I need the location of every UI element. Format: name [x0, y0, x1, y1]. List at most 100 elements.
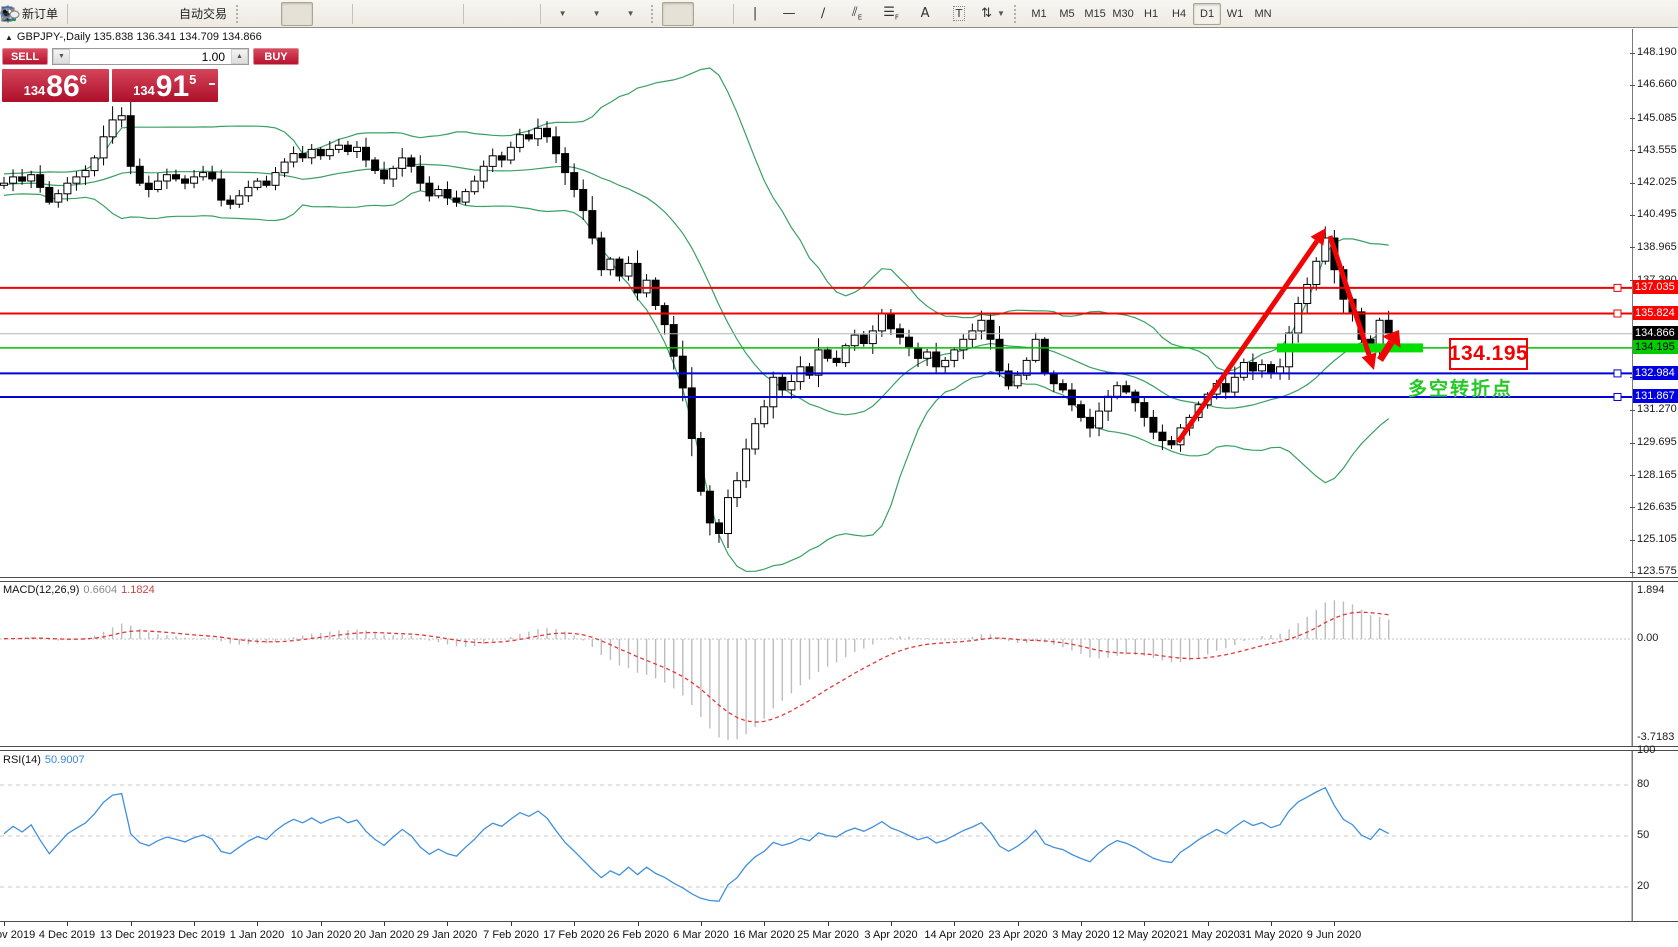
timeframe-button-m30[interactable]: M30: [1112, 7, 1134, 20]
toolbar-grip[interactable]: [651, 4, 657, 23]
text-icon: A: [920, 6, 930, 21]
price-tick-mark: [1630, 247, 1635, 248]
timeframe-button-h1[interactable]: H1: [1144, 7, 1159, 20]
toolbar-grip[interactable]: [236, 4, 242, 23]
zoom-out-button[interactable]: [1, 2, 424, 26]
sell-price-display[interactable]: 134 86 6: [2, 69, 109, 102]
line-handle[interactable]: [1613, 369, 1622, 378]
arrows-icon: ⇅: [981, 6, 993, 21]
time-tick-mark: [321, 922, 322, 926]
chart-shift-button[interactable]: [1, 2, 535, 26]
main-chart[interactable]: [0, 30, 1678, 578]
line-handle[interactable]: [1613, 283, 1622, 292]
auto-scroll-button[interactable]: [1, 2, 501, 26]
indicators-caret-icon: ▼: [558, 9, 567, 18]
price-tick-mark: [1630, 53, 1635, 54]
trend-arrow-object[interactable]: [1377, 340, 1395, 362]
symbol-info-text: GBPJPY-,Daily 135.838 136.341 134.709 13…: [16, 31, 262, 43]
timeframe-button-m1[interactable]: M1: [1031, 7, 1047, 20]
time-tick-mark: [764, 922, 765, 926]
trend-arrow-head[interactable]: [1382, 330, 1401, 348]
support-zone-object[interactable]: [1277, 343, 1423, 353]
chat-icon[interactable]: [0, 6, 20, 22]
price-tick-label: 125.105: [1637, 533, 1677, 545]
trend-arrow-head[interactable]: [1310, 228, 1327, 246]
panel-divider[interactable]: [0, 577, 1678, 582]
line-handle[interactable]: [1613, 309, 1622, 318]
trend-arrow-object[interactable]: [1175, 239, 1319, 444]
time-axis-border: [0, 921, 1678, 922]
signal-button[interactable]: [0, 2, 173, 26]
buy-button[interactable]: BUY: [253, 48, 299, 65]
volume-input[interactable]: [70, 49, 231, 64]
buy-price-display[interactable]: 134 91 5: [111, 69, 218, 102]
volume-stepper: ▼ ▲: [52, 48, 249, 65]
price-tick-label: 140.495: [1637, 208, 1677, 220]
time-tick-mark: [891, 922, 892, 926]
time-tick-mark: [4, 922, 5, 926]
time-tick-mark: [1081, 922, 1082, 926]
rsi-value: 50.9007: [44, 754, 85, 766]
arrows-button[interactable]: ⇅ ▼: [977, 2, 1009, 26]
rsi-chart[interactable]: [0, 751, 1678, 921]
vertical-line-button[interactable]: |: [739, 2, 771, 26]
time-tick-label: 10 Jan 2020: [290, 929, 352, 941]
timeframe-toolbar: M1 M5 M15 M30 H1 H4 D1 W1 MN: [1025, 2, 1277, 25]
volume-decrease-button[interactable]: ▼: [53, 49, 70, 64]
time-tick-label: 14 Apr 2020: [924, 929, 984, 941]
macd-chart[interactable]: [0, 582, 1678, 746]
timeframe-button-m5[interactable]: M5: [1059, 7, 1075, 20]
timeframe-button-d1[interactable]: D1: [1193, 2, 1222, 25]
zoom-in-button[interactable]: [1, 2, 390, 26]
panel-collapse-handle[interactable]: [209, 83, 215, 85]
tile-windows-button[interactable]: [2, 2, 458, 26]
annotation-text[interactable]: 多空转折点: [1408, 379, 1514, 400]
indicators-button[interactable]: ▼: [1, 2, 578, 26]
auto-trading-button[interactable]: 自动交易: [1, 2, 231, 26]
eraser-button[interactable]: [1, 2, 105, 26]
line-chart-button[interactable]: [1, 2, 347, 26]
time-tick-mark: [131, 922, 132, 926]
templates-button[interactable]: ▼: [1, 2, 646, 26]
price-level-chip: 132.984: [1633, 366, 1678, 380]
volume-increase-button[interactable]: ▲: [231, 49, 248, 64]
publish-button[interactable]: [1, 2, 139, 26]
symbol-marker-icon: ▲: [5, 32, 13, 42]
price-tick-mark: [1630, 183, 1635, 184]
periods-button[interactable]: ▼: [1, 2, 612, 26]
macd-signal-line: [3, 611, 1389, 723]
candlestick-chart-button[interactable]: [2, 1, 314, 26]
trend-arrow-object[interactable]: [1327, 235, 1372, 356]
new-order-button[interactable]: 新订单: [1, 2, 62, 26]
price-callout-label[interactable]: 134.195: [1449, 338, 1528, 370]
panel-divider[interactable]: [0, 746, 1678, 751]
trendline-button[interactable]: ∕: [807, 2, 839, 26]
periods-caret-icon: ▼: [592, 9, 601, 18]
price-tick-mark: [1630, 215, 1635, 216]
timeframe-button-h4[interactable]: H4: [1172, 7, 1187, 20]
macd-axis-label: -3.7183: [1637, 731, 1675, 743]
price-level-chip: 131.867: [1633, 389, 1678, 403]
bar-chart-button[interactable]: [1, 2, 279, 26]
price-tick-label: 142.025: [1637, 176, 1677, 188]
price-level-chip: 134.866: [1633, 326, 1678, 340]
timeframe-button-m15[interactable]: M15: [1084, 7, 1106, 20]
crosshair-button[interactable]: [1, 2, 728, 26]
sell-button[interactable]: SELL: [2, 48, 48, 65]
line-handle[interactable]: [1613, 393, 1622, 401]
text-button[interactable]: A: [909, 2, 941, 26]
timeframe-button-w1[interactable]: W1: [1226, 7, 1244, 20]
text-label-button[interactable]: T: [943, 2, 975, 26]
price-level-chip: 135.824: [1633, 306, 1678, 320]
horizontal-line-button[interactable]: —: [773, 2, 805, 26]
toolbar: 新订单 自动交易: [0, 0, 1678, 28]
fibonacci-button[interactable]: ☰F: [875, 2, 907, 26]
timeframe-button-mn[interactable]: MN: [1254, 7, 1272, 20]
trend-arrow-head[interactable]: [1361, 352, 1377, 370]
time-tick-label: 23 Apr 2020: [988, 929, 1048, 941]
time-tick-label: 1 Jan 2020: [229, 929, 285, 941]
toolbar-grip[interactable]: [1014, 4, 1020, 23]
equidistant-channel-button[interactable]: ⫽E: [841, 2, 873, 26]
cursor-button[interactable]: [3, 1, 695, 26]
